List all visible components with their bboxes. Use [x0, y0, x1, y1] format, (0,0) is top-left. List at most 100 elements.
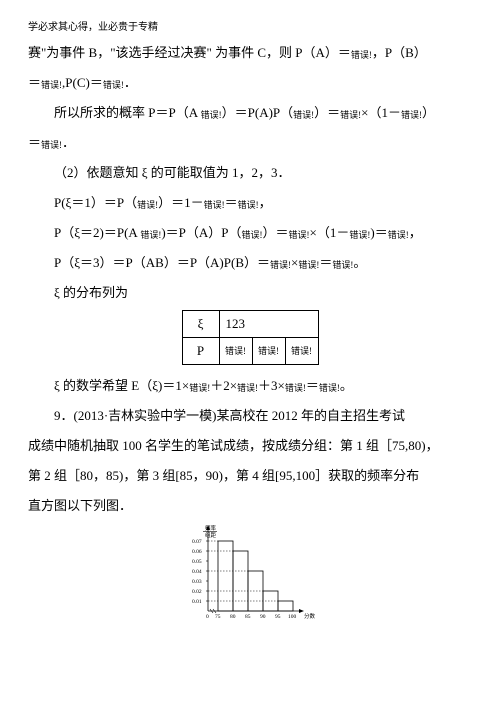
text-segment: ）＝ — [263, 225, 289, 240]
bar — [233, 551, 248, 611]
text-segment: P(ξ＝1）＝P（ — [54, 195, 137, 210]
bar — [218, 541, 233, 611]
text-segment: ，P（B） — [372, 45, 427, 60]
error-placeholder: 错误! — [140, 230, 161, 240]
text-segment: ） — [422, 105, 435, 120]
text-segment: ）＝ — [314, 105, 340, 120]
x-axis-label: 分数 — [304, 612, 316, 620]
error-placeholder: 错误! — [189, 383, 210, 393]
x-ticks: 0 75 80 85 90 95 100 分数 — [206, 612, 316, 620]
x-tick: 0 — [206, 614, 209, 620]
text-segment: ×（1－ — [361, 105, 401, 120]
error-placeholder: 错误! — [289, 230, 310, 240]
table-cell-err: 错误! — [219, 338, 252, 365]
table-cell-values: 123 — [219, 311, 318, 338]
text-segment: )＝ — [370, 225, 387, 240]
y-tick: 0.06 — [192, 549, 202, 555]
paragraph-line-9: ξ 的分布列为 — [28, 280, 472, 306]
text-segment: ＋2× — [210, 378, 237, 393]
y-tick: 0.05 — [192, 559, 202, 565]
paragraph-line-11: 9．(2013·吉林实验中学一模)某高校在 2012 年的自主招生考试 — [28, 403, 472, 429]
table-row: ξ 123 — [182, 311, 318, 338]
error-placeholder: 错误! — [388, 230, 409, 240]
error-placeholder: 错误! — [238, 200, 259, 210]
y-tick: 0.04 — [192, 569, 202, 575]
y-tick: 0.03 — [192, 579, 202, 585]
text-segment: ）＝P(A)P（ — [222, 105, 294, 120]
paragraph-line-8: P（ξ＝3）＝P（AB）＝P（A)P(B）＝错误!×错误!＝错误!。 — [28, 250, 472, 276]
table-row: P 错误! 错误! 错误! — [182, 338, 318, 365]
x-tick: 100 — [288, 614, 297, 620]
error-placeholder: 错误! — [340, 110, 361, 120]
error-placeholder: 错误! — [332, 260, 353, 270]
error-placeholder: 错误! — [204, 200, 225, 210]
text-segment: 所以所求的概率 P＝P（A — [54, 105, 201, 120]
bar — [278, 601, 293, 611]
paragraph-line-1: 赛"为事件 B，"该选手经过决赛" 为事件 C，则 P（A）＝错误!，P（B） — [28, 40, 472, 66]
error-placeholder: 错误! — [137, 200, 158, 210]
x-tick: 95 — [275, 614, 281, 620]
text-segment: P（ξ＝3）＝P（AB）＝P（A)P(B）＝ — [54, 255, 270, 270]
text-segment: 赛"为事件 B，"该选手经过决赛" 为事件 C，则 P（A）＝ — [28, 45, 351, 60]
paragraph-line-10: ξ 的数学希望 E（ξ)＝1×错误!＋2×错误!＋3×错误!＝错误!。 — [28, 373, 472, 399]
text-segment: ． — [124, 75, 137, 90]
page-header-caption: 学必求其心得，业必贵于专精 — [28, 18, 472, 38]
error-placeholder: 错误! — [401, 110, 422, 120]
error-placeholder: 错误! — [293, 110, 314, 120]
text-segment: ×（1－ — [310, 225, 350, 240]
bars — [208, 541, 293, 611]
text-segment: ． — [62, 135, 75, 150]
y-ticks: 0.01 0.02 0.03 0.04 0.05 0.06 0.07 — [192, 539, 208, 605]
error-placeholder: 错误! — [351, 50, 372, 60]
paragraph-line-7: P（ξ＝2)＝P(A 错误!)＝P（A）P（错误!）＝错误!×（1－错误!)＝错… — [28, 220, 472, 246]
paragraph-line-6: P(ξ＝1）＝P（错误!）＝1－错误!＝错误!， — [28, 190, 472, 216]
error-placeholder: 错误! — [285, 383, 306, 393]
error-placeholder: 错误! — [270, 260, 291, 270]
paragraph-line-3: 所以所求的概率 P＝P（A 错误!）＝P(A)P（错误!）＝错误!×（1－错误!… — [28, 100, 472, 126]
text-segment: ， — [409, 225, 422, 240]
text-segment: )＝P（A）P（ — [161, 225, 241, 240]
y-tick: 0.07 — [192, 539, 202, 545]
text-segment: ,P(C)＝ — [62, 75, 103, 90]
distribution-table: ξ 123 P 错误! 错误! 错误! — [182, 310, 319, 365]
text-segment: P（ξ＝2)＝P(A — [54, 225, 140, 240]
text-segment: ＝ — [319, 255, 332, 270]
text-segment: 。 — [353, 255, 366, 270]
error-placeholder: 错误! — [237, 383, 258, 393]
paragraph-line-2: ＝错误!,P(C)＝错误!． — [28, 70, 472, 96]
y-axis-label-top: 频率 — [205, 524, 217, 532]
text-segment: ＝ — [306, 378, 319, 393]
error-placeholder: 错误! — [349, 230, 370, 240]
table-cell-err: 错误! — [252, 338, 285, 365]
text-segment: 。 — [340, 378, 353, 393]
text-segment: ξ 的数学希望 E（ξ)＝1× — [54, 378, 189, 393]
error-placeholder: 错误! — [298, 260, 319, 270]
x-tick: 75 — [215, 614, 221, 620]
paragraph-line-5: （2）依题意知 ξ 的可能取值为 1，2，3． — [28, 160, 472, 186]
table-cell-xi: ξ — [182, 311, 219, 338]
y-tick: 0.02 — [192, 589, 202, 595]
text-segment: ）＝1－ — [158, 195, 204, 210]
y-tick: 0.01 — [192, 599, 202, 605]
text-segment: ＝ — [225, 195, 238, 210]
x-tick: 90 — [260, 614, 266, 620]
histogram-svg: 频率 组距 0.01 0.02 0.03 0.04 0.05 — [180, 523, 320, 623]
paragraph-line-13: 第 2 组［80，85)，第 3 组[85，90)，第 4 组[95,100］获… — [28, 463, 472, 489]
paragraph-line-4: ＝错误!． — [28, 130, 472, 156]
paragraph-line-14: 直方图以下列图． — [28, 493, 472, 519]
x-tick: 85 — [245, 614, 251, 620]
document-page: 学必求其心得，业必贵于专精 赛"为事件 B，"该选手经过决赛" 为事件 C，则 … — [0, 0, 500, 633]
x-axis-arrow — [299, 609, 304, 613]
table-cell-p: P — [182, 338, 219, 365]
error-placeholder: 错误! — [242, 230, 263, 240]
x-tick: 80 — [230, 614, 236, 620]
text-segment: ＋3× — [258, 378, 285, 393]
error-placeholder: 错误! — [41, 80, 62, 90]
histogram-chart: 频率 组距 0.01 0.02 0.03 0.04 0.05 — [28, 523, 472, 623]
text-segment: ， — [259, 195, 272, 210]
error-placeholder: 错误! — [41, 140, 62, 150]
error-placeholder: 错误! — [201, 110, 222, 120]
table-cell-err: 错误! — [285, 338, 318, 365]
paragraph-line-12: 成绩中随机抽取 100 名学生的笔试成绩，按成绩分组：第 1 组［75,80)， — [28, 433, 472, 459]
text-segment: ＝ — [28, 135, 41, 150]
